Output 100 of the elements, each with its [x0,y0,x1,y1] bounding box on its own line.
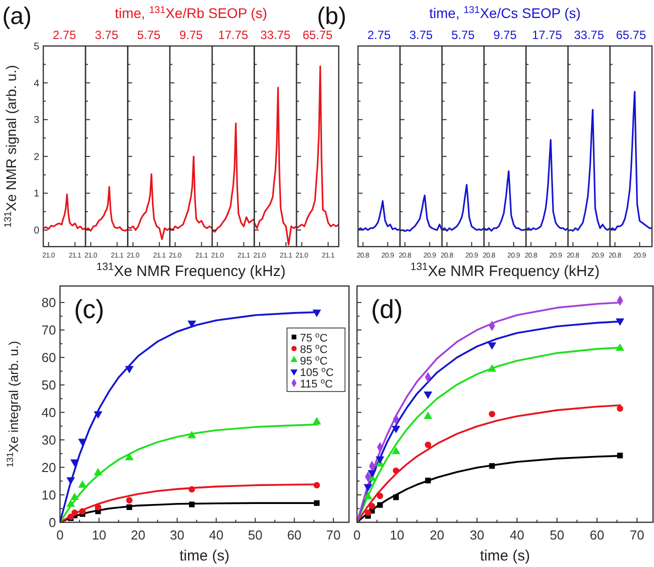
point [616,343,624,351]
point [376,456,384,464]
legend-label: 95 $^{o}$C [300,353,328,368]
chart-title: 65.75 [302,28,333,42]
point [70,459,79,467]
chart-title: 2.75 [52,28,76,42]
point [424,442,432,448]
point [368,502,376,510]
x-tick-label: 70 [326,527,341,542]
chart-title: 65.75 [616,28,646,42]
chart-title: 33.75 [574,28,604,42]
chart-title: 3.75 [409,28,433,42]
x-tick-label: 40 [510,527,524,542]
x-tick-label: 60 [590,527,604,542]
y-tick-label: 2 [34,152,40,163]
point [424,392,432,399]
point [392,467,400,474]
legend-label: 115 $^{o}$C [300,376,333,390]
y-tick-label: 0 [34,226,40,237]
chart-title: 17.75 [532,28,562,42]
point [489,463,495,469]
y-tick-label: 5 [34,42,40,52]
chart-title: 5.75 [137,28,161,42]
chart-title: 33.75 [260,28,291,42]
point [71,509,78,516]
text: time, $^{131}$Xe/Cs SEOP (s) [429,4,581,21]
point [392,446,400,454]
point [364,484,372,492]
x-tick-label: 50 [550,527,564,542]
y-tick-label: 30 [42,432,56,448]
y-tick-label: 70 [42,322,56,338]
point [364,492,372,500]
point [392,426,400,434]
chart-title: 9.75 [493,28,517,42]
point [188,502,195,508]
point [617,452,623,458]
text: (a) [2,3,32,30]
y-tick-label: 1 [34,188,40,200]
y-tick-label: 3 [34,115,40,126]
x-axis-title: $^{131}$Xe NMR Frequency (kHz) [410,261,600,280]
y-tick-label: 50 [42,377,56,392]
x-axis-title: time (s) [180,547,230,564]
point [66,499,76,507]
text: (b) [317,3,346,30]
point [314,500,320,506]
x-tick-label: 10 [92,527,106,542]
y-tick-label: 0 [48,514,56,530]
legend-label: 85 $^{o}$C [300,342,328,356]
x-tick-label: 30 [470,527,484,542]
x-tick-label: 20 [430,527,444,542]
point [368,470,376,478]
y-tick-label: 60 [42,350,56,365]
y-tick-label: 80 [42,295,56,310]
point [70,492,79,500]
chart-title: 5.75 [451,28,475,42]
point [78,480,87,488]
x-tick-label: 60 [287,527,302,542]
point [393,494,399,500]
point [424,412,432,419]
point [78,438,87,446]
point [364,509,372,516]
x-axis-title: time (s) [480,547,530,564]
point [488,410,496,418]
point [377,502,383,508]
point [314,482,320,488]
x-tick-label: 0 [353,527,361,542]
point [376,492,384,500]
text: time, $^{131}$Xe/Rb SEOP (s) [114,4,268,21]
point [488,364,496,372]
x-tick-label: 30 [170,527,184,542]
point [616,318,624,326]
annotation: (c) [74,294,104,324]
x-tick-label: 50 [248,527,263,542]
chart-title: 3.75 [94,28,119,42]
point [188,486,195,493]
x-tick-label: 10 [390,527,404,542]
point [425,478,431,484]
legend-label: 75 $^{o}$C [300,330,328,344]
point [79,508,86,514]
y-tick-label: 40 [42,404,56,420]
y-tick-label: 20 [42,460,56,475]
point [94,411,102,419]
x-tick-label: 20 [130,527,146,542]
x-axis-title: $^{131}$Xe NMR Frequency (kHz) [96,261,286,280]
point [188,320,196,328]
point [125,366,134,374]
chart-title: 9.75 [179,28,203,42]
point [488,342,496,350]
point [126,504,132,510]
annotation: (d) [371,294,403,324]
x-tick-label: 70 [630,527,644,542]
legend-label: 105 $^{o}$C [300,364,334,379]
point [312,310,322,318]
chart-title: 2.75 [367,28,391,42]
x-tick-label: 40 [208,527,224,542]
point [94,504,102,510]
point [66,477,76,485]
y-tick-label: 10 [42,487,56,502]
y-tick-label: 4 [34,78,40,90]
chart-title: 17.75 [218,28,249,42]
